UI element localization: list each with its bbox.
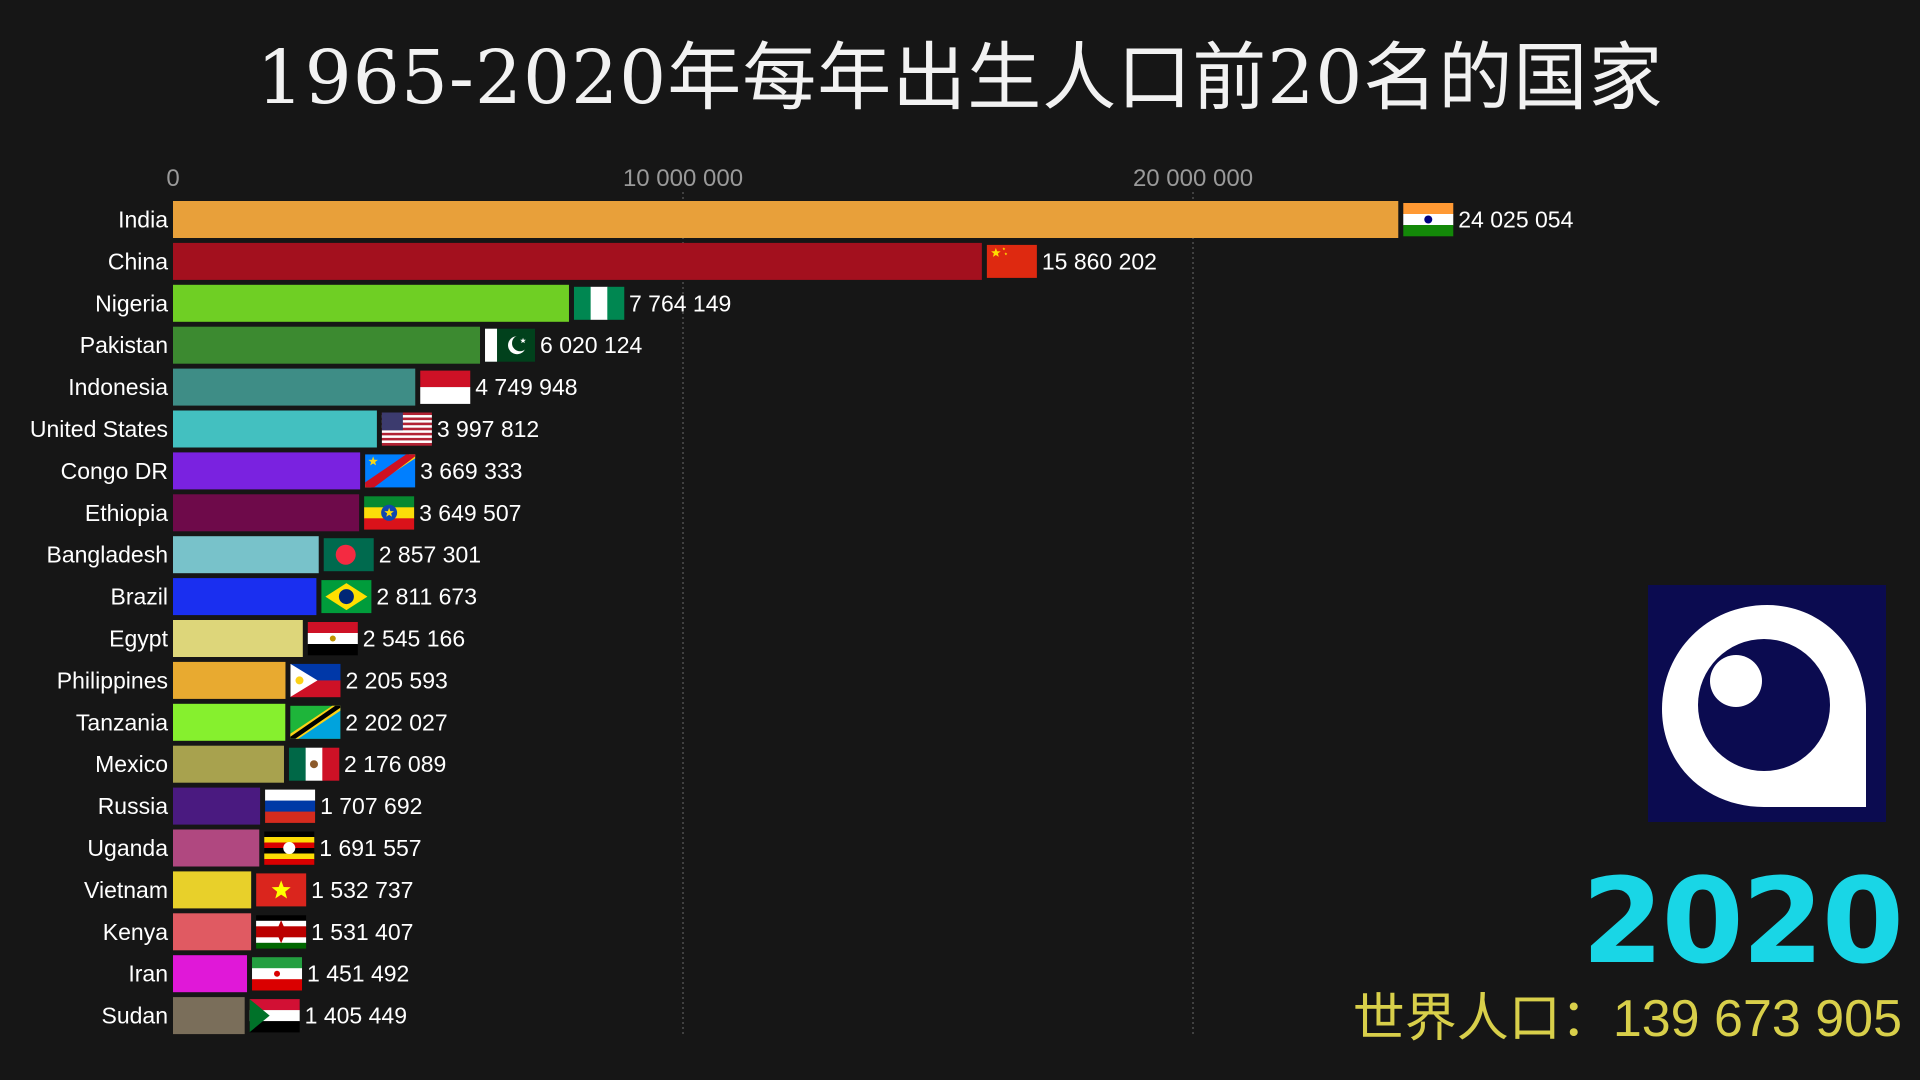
year-label: 2020 xyxy=(1581,852,1904,990)
congo-dr-flag-icon xyxy=(365,454,416,488)
category-label: Tanzania xyxy=(76,709,168,735)
bar xyxy=(173,661,286,699)
value-label: 2 202 027 xyxy=(345,709,447,735)
united-states-flag-icon xyxy=(381,412,432,446)
category-label: India xyxy=(118,207,168,233)
bar xyxy=(173,578,317,616)
bar xyxy=(173,201,1399,238)
value-label: 1 451 492 xyxy=(307,961,409,987)
brazil-flag-icon xyxy=(321,580,372,614)
category-label: Uganda xyxy=(87,835,168,861)
bar xyxy=(173,536,319,574)
value-label: 2 205 593 xyxy=(345,667,447,693)
bar xyxy=(173,829,260,867)
china-flag-icon xyxy=(986,244,1037,278)
sudan-flag-icon xyxy=(249,999,300,1033)
indonesia-flag-icon xyxy=(420,370,471,404)
india-flag-icon xyxy=(1403,203,1454,237)
pakistan-flag-icon xyxy=(485,328,536,362)
value-label: 1 532 737 xyxy=(311,877,413,903)
bar xyxy=(173,745,284,783)
value-label: 2 545 166 xyxy=(363,626,465,652)
bar xyxy=(173,452,361,490)
x-tick-label: 0 xyxy=(166,165,179,192)
category-label: United States xyxy=(30,416,168,442)
uganda-flag-icon xyxy=(264,831,315,865)
value-label: 7 764 149 xyxy=(629,290,731,316)
category-label: Ethiopia xyxy=(85,500,168,526)
bar xyxy=(173,703,286,741)
bar xyxy=(173,997,245,1035)
category-label: Vietnam xyxy=(84,877,168,903)
value-label: 1 531 407 xyxy=(311,919,413,945)
category-label: Brazil xyxy=(110,584,168,610)
category-label: China xyxy=(108,248,168,274)
value-label: 2 176 089 xyxy=(344,751,446,777)
value-label: 1 691 557 xyxy=(319,835,421,861)
bar xyxy=(173,284,569,322)
bar xyxy=(173,871,252,909)
iran-flag-icon xyxy=(252,957,303,991)
category-label: Congo DR xyxy=(61,458,168,484)
value-label: 4 749 948 xyxy=(475,374,577,400)
value-label: 2 857 301 xyxy=(379,542,481,568)
category-label: Nigeria xyxy=(95,290,168,316)
blue-a-logo-icon xyxy=(1648,585,1886,822)
bar xyxy=(173,913,252,951)
world-population-value: 139 673 905 xyxy=(1612,990,1902,1048)
ethiopia-flag-icon xyxy=(364,496,415,530)
category-label: Sudan xyxy=(101,1003,168,1029)
x-tick-label: 10 000 000 xyxy=(623,165,743,192)
bar xyxy=(173,955,248,993)
philippines-flag-icon xyxy=(290,663,341,698)
x-tick-label: 20 000 000 xyxy=(1133,165,1253,192)
category-label: Pakistan xyxy=(80,332,168,358)
value-label: 24 025 054 xyxy=(1458,207,1573,233)
bar xyxy=(173,620,303,657)
bar xyxy=(173,494,360,532)
category-label: Iran xyxy=(128,961,168,987)
value-label: 1 707 692 xyxy=(320,793,422,819)
value-label: 6 020 124 xyxy=(540,332,643,358)
mexico-flag-icon xyxy=(288,747,340,781)
category-label: Philippines xyxy=(57,667,168,693)
value-label: 2 811 673 xyxy=(376,584,477,610)
world-population-label: 世界人口： xyxy=(1352,990,1613,1048)
vietnam-flag-icon xyxy=(256,873,307,907)
value-label: 3 649 507 xyxy=(419,500,521,526)
tanzania-flag-icon xyxy=(290,705,341,739)
bar xyxy=(173,368,416,406)
value-label: 3 997 812 xyxy=(437,416,539,442)
value-label: 3 669 333 xyxy=(420,458,522,484)
bangladesh-flag-icon xyxy=(323,538,374,572)
egypt-flag-icon xyxy=(307,622,358,656)
russia-flag-icon xyxy=(265,789,316,823)
bar xyxy=(173,410,377,448)
category-label: Bangladesh xyxy=(47,542,169,568)
bar xyxy=(173,242,982,280)
chart-title: 1965-2020年每年出生人口前20名的国家 xyxy=(256,35,1664,121)
category-label: Indonesia xyxy=(68,374,168,400)
category-label: Mexico xyxy=(95,751,168,777)
category-label: Russia xyxy=(98,793,169,819)
value-label: 15 860 202 xyxy=(1042,248,1157,274)
nigeria-flag-icon xyxy=(573,286,625,320)
category-label: Egypt xyxy=(109,626,168,652)
world-population: 世界人口：139 673 905 xyxy=(1353,976,1902,1051)
kenya-flag-icon xyxy=(256,915,307,949)
value-label: 1 405 449 xyxy=(305,1003,407,1029)
category-label: Kenya xyxy=(103,919,168,945)
bar xyxy=(173,787,261,825)
bar xyxy=(173,326,481,364)
